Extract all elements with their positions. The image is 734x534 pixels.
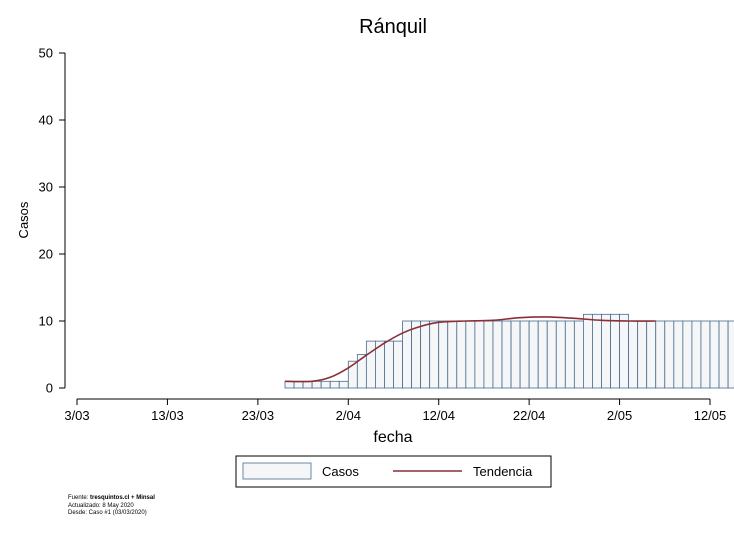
- y-tick-label: 50: [39, 46, 53, 61]
- bar: [628, 320, 639, 389]
- bar: [682, 320, 693, 389]
- bar: [501, 320, 512, 389]
- bar: [637, 320, 648, 389]
- bar: [601, 313, 611, 389]
- bar: [700, 320, 711, 389]
- source-note: Fuente: tresquintos.cl + Minsal Actualiz…: [68, 495, 155, 518]
- legend: Casos Tendencia: [235, 455, 552, 488]
- source-line-3: Desde: Caso #1 (03/03/2020): [68, 510, 147, 516]
- bar: [537, 320, 548, 389]
- bar: [429, 320, 440, 389]
- x-tick-label: 3/03: [64, 408, 89, 423]
- bar: [465, 320, 476, 389]
- x-ticks-group: 3/03 13/03 23/03 2/04 12/04 22/04 2/05 12/05: [64, 399, 726, 423]
- bar: [691, 320, 702, 389]
- legend-swatch-casos: [242, 462, 312, 480]
- bar: [284, 380, 295, 389]
- x-tick-label: 2/05: [607, 408, 632, 423]
- bar: [447, 320, 458, 389]
- y-tick-label: 40: [39, 113, 53, 128]
- bar: [555, 320, 566, 389]
- bar: [673, 320, 684, 389]
- bar: [356, 354, 367, 389]
- bar: [664, 320, 675, 389]
- legend-label-tendencia: Tendencia: [473, 464, 533, 479]
- bar: [718, 320, 729, 389]
- legend-label-casos: Casos: [322, 464, 359, 479]
- x-tick-label: 12/04: [422, 408, 455, 423]
- bar: [411, 320, 422, 389]
- bar: [483, 320, 494, 389]
- x-tick-label: 22/04: [513, 408, 546, 423]
- bar: [420, 320, 431, 389]
- chart-title: Ránquil: [359, 16, 427, 38]
- y-tick-label: 30: [39, 180, 53, 195]
- bar: [311, 380, 322, 389]
- y-tick-label: 0: [46, 381, 53, 396]
- x-tick-label: 2/04: [336, 408, 361, 423]
- bar: [619, 313, 630, 389]
- x-axis-label: fecha: [373, 429, 412, 446]
- bar: [583, 313, 593, 389]
- bar: [528, 320, 539, 389]
- bar: [438, 320, 449, 389]
- bar: [320, 380, 331, 389]
- bar: [573, 320, 584, 389]
- y-tick-label: 20: [39, 247, 53, 262]
- source-line-1: Fuente: tresquintos.cl + Minsal: [68, 495, 155, 501]
- bar: [546, 320, 557, 389]
- y-axis-label: Casos: [16, 201, 31, 238]
- y-ticks-group: 0 10 20 30 40 50: [39, 46, 65, 396]
- bar: [492, 320, 503, 389]
- bar: [365, 340, 376, 389]
- bar: [338, 380, 349, 389]
- source-line-2: Actualizado: 8 May 2020: [68, 502, 134, 509]
- x-tick-label: 12/05: [694, 408, 727, 423]
- trend-line: [284, 316, 656, 383]
- bar: [474, 320, 485, 389]
- bar: [592, 313, 602, 389]
- bar: [456, 320, 467, 389]
- bar: [727, 320, 734, 389]
- bar: [510, 320, 521, 389]
- x-tick-label: 13/03: [151, 408, 184, 423]
- bar: [655, 320, 666, 389]
- bar: [610, 313, 620, 389]
- bar: [384, 340, 394, 389]
- y-tick-label: 10: [39, 314, 53, 329]
- bar: [519, 320, 530, 389]
- bar: [329, 380, 340, 389]
- bar: [393, 340, 403, 389]
- bar: [646, 320, 657, 389]
- bar: [564, 320, 575, 389]
- bars-group: [284, 313, 734, 389]
- bar: [709, 320, 720, 389]
- x-tick-label: 23/03: [242, 408, 275, 423]
